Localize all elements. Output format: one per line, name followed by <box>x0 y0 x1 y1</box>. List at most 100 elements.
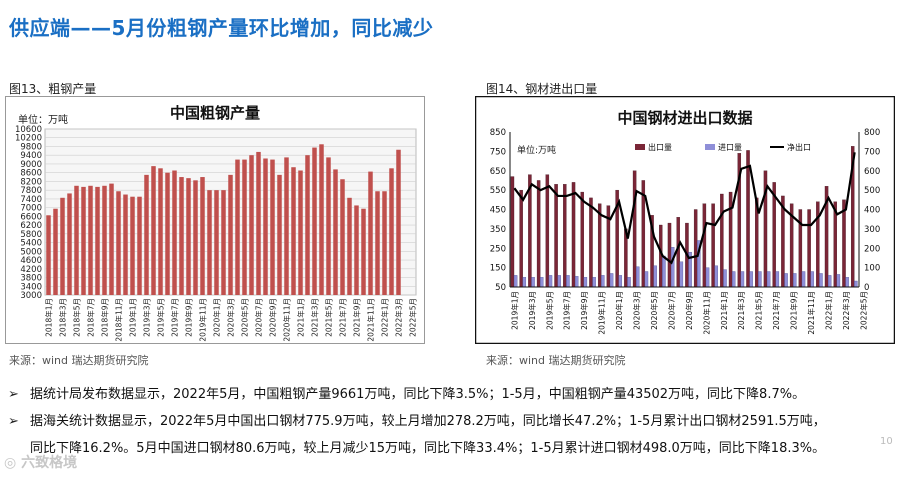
page-title: 供应端——5月份粗钢产量环比增加，同比减少 <box>9 16 434 40</box>
chart1-ytick-label: 5800 <box>20 230 42 240</box>
chart1-bar <box>319 144 324 295</box>
chart2-xtick-label: 2021年3月 <box>736 291 746 330</box>
chart1-bar <box>284 157 289 295</box>
chart2-ytick-right: 100 <box>864 264 880 274</box>
chart2-ytick-left: 450 <box>490 206 506 216</box>
chart1-bar <box>340 179 345 295</box>
chart2-import-bar <box>775 271 780 288</box>
chart2-export-bar <box>597 203 602 288</box>
chart1-xtick-label: 2020年7月 <box>254 298 264 337</box>
chart1-xtick-label: 2018年7月 <box>86 298 96 337</box>
chart2-ytick-left: 50 <box>495 283 506 293</box>
chart2-ytick-right: 700 <box>864 147 880 157</box>
chart2-xtick-label: 2021年5月 <box>754 291 764 330</box>
bullet-arrow-icon: ➢ <box>8 414 19 429</box>
chart2-xtick-label: 2020年11月 <box>701 291 711 335</box>
figure2-source: 来源：wind 瑞达期货研究院 <box>486 354 626 367</box>
chart1-bar <box>326 157 331 295</box>
chart1-bar <box>382 191 387 295</box>
chart2-import-bar <box>731 271 736 288</box>
chart1-bar <box>228 174 233 295</box>
chart1-bar <box>102 185 107 295</box>
chart2-ytick-right: 400 <box>864 206 880 216</box>
chart2-import-bar <box>522 277 527 288</box>
steel-trade-chart: 50 150 250 350 450 550 650 750 850 0 100 200 300 400 5… <box>475 96 895 344</box>
chart2-xtick-label: 2022年5月 <box>858 291 868 330</box>
chart1-ytick-label: 8200 <box>20 177 42 187</box>
chart2-import-bar <box>740 271 745 288</box>
chart2-xtick-label: 2022年1月 <box>823 291 833 330</box>
chart2-xtick-label: 2019年11月 <box>597 291 607 335</box>
chart1-xtick-label: 2019年7月 <box>170 298 180 337</box>
chart2-ytick-left: 150 <box>490 264 506 274</box>
chart2-import-bar <box>793 273 797 288</box>
chart1-ytick-label: 4600 <box>20 256 42 266</box>
chart2-import-bar <box>854 280 858 288</box>
chart2-xtick-label: 2021年9月 <box>789 291 799 330</box>
chart2-import-bar <box>784 273 788 288</box>
chart1-bar <box>396 149 401 295</box>
chart1-bar <box>333 169 338 295</box>
chart1-xtick-label: 2018年3月 <box>58 298 68 337</box>
chart2-export-bar <box>580 191 584 288</box>
chart1-ytick-label: 7000 <box>20 204 42 214</box>
crude-steel-chart: 3000340038004200460050005400580062006600… <box>5 96 425 344</box>
chart1-ytick-label: 3800 <box>20 274 42 284</box>
chart2-import-bar <box>540 277 544 288</box>
chart1-bar <box>312 147 317 295</box>
chart2-xtick-label: 2020年1月 <box>614 291 624 330</box>
chart1-bar <box>270 159 275 295</box>
chart2-title: 中国钢材进出口数据 <box>617 109 752 127</box>
chart1-bar <box>179 177 184 295</box>
chart1-bar <box>221 190 226 295</box>
chart1-xtick-label: 2018年9月 <box>100 298 110 337</box>
chart1-bar <box>186 178 191 295</box>
chart1-ytick-label: 10600 <box>15 125 42 135</box>
chart1-bar <box>207 190 212 295</box>
chart1-bar <box>277 174 282 295</box>
page-number: 10 <box>880 436 893 447</box>
figure1-source: 来源：wind 瑞达期货研究院 <box>9 354 149 367</box>
chart1-xtick-label: 2020年5月 <box>240 298 250 337</box>
chart1-bar <box>144 174 149 295</box>
chart2-export-bar <box>563 184 567 288</box>
chart2-import-bar <box>845 277 849 288</box>
chart1-bar <box>53 208 58 295</box>
chart2-export-bar <box>571 182 576 288</box>
chart2-import-bar <box>766 271 771 288</box>
chart2-export-bar <box>746 150 750 288</box>
chart1-bar <box>305 155 310 295</box>
figure2-label: 图14、钢材进出口量 <box>486 82 598 96</box>
chart1-bar <box>88 185 93 295</box>
chart1-bar <box>249 155 254 295</box>
chart2-import-bar <box>819 273 823 288</box>
bullet-text-2-cont: 同比下降16.2%。5月中国进口钢材80.6万吨，较上月减少15万吨，同比下降3… <box>30 441 826 456</box>
chart2-import-bar <box>601 275 605 288</box>
chart1-bar <box>298 170 303 295</box>
chart2-xtick-label: 2020年3月 <box>632 291 642 330</box>
chart1-xtick-label: 2018年11月 <box>114 298 124 342</box>
chart2-import-bar <box>810 271 814 288</box>
chart1-xtick-label: 2020年1月 <box>212 298 222 337</box>
chart2-ytick-left: 850 <box>490 128 506 138</box>
chart2-import-bar <box>513 275 518 288</box>
chart1-xtick-label: 2018年5月 <box>72 298 82 337</box>
chart2-export-bar <box>632 170 637 288</box>
chart1-ytick-label: 4200 <box>20 265 42 275</box>
bullet-text-2: 据海关统计数据显示，2022年5月中国出口钢材775.9万吨，较上月增加278.… <box>30 414 826 429</box>
chart1-bar <box>81 186 86 295</box>
chart1-bar <box>347 197 352 295</box>
chart1-bar <box>256 151 261 295</box>
chart1-bar <box>109 183 114 295</box>
chart2-ytick-left: 550 <box>490 186 506 196</box>
chart1-xtick-label: 2021年9月 <box>352 298 362 337</box>
chart1-xtick-label: 2022年3月 <box>394 298 404 337</box>
chart1-unit-label: 单位：万吨 <box>18 113 68 126</box>
chart2-ytick-right: 300 <box>864 225 880 235</box>
chart2-import-bar <box>836 274 841 288</box>
chart2-xtick-label: 2022年3月 <box>841 291 851 330</box>
chart2-import-bar <box>653 265 657 288</box>
bullet-item-2: ➢ 据海关统计数据显示，2022年5月中国出口钢材775.9万吨，较上月增加27… <box>8 408 896 435</box>
chart1-bar <box>235 159 240 295</box>
chart1-ytick-label: 6200 <box>20 221 42 231</box>
